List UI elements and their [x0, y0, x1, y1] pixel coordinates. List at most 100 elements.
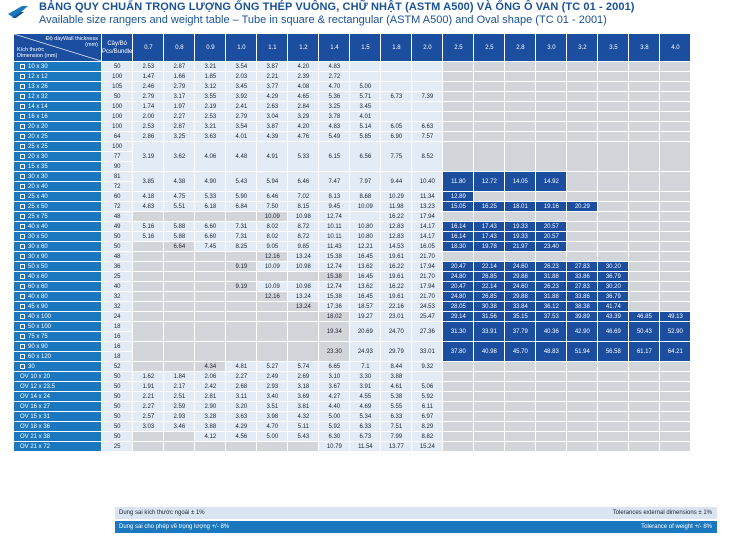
table-row: 13 x 26 105 2.46 2.79 3.12 3.45 3.77 4.08 4.70 5.…	[13, 81, 692, 92]
weight-cell: 3.45	[225, 81, 258, 92]
size-cell: 40 x 100	[13, 311, 102, 322]
table-row: 25 x 50 72 4.83 5.51 6.18 6.84 7.50 8.15 9.45 10.…	[13, 201, 692, 212]
weight-cell: 1.62	[132, 371, 165, 382]
weight-cell: 3.77	[256, 81, 289, 92]
size-cell: 90 x 90	[13, 341, 102, 352]
weight-cell: 5.00	[256, 431, 289, 442]
weight-cell: 33.91	[473, 321, 506, 342]
weight-cell	[442, 401, 475, 412]
weight-cell: 3.03	[132, 421, 165, 432]
weight-cell: 3.91	[349, 381, 382, 392]
weight-cell	[566, 401, 599, 412]
weight-cell: 6.60	[194, 221, 227, 232]
weight-cell	[163, 321, 196, 342]
size-cell: OV 16 x 27	[13, 401, 102, 412]
pcs-cell: 40	[100, 281, 134, 292]
weight-cell	[566, 61, 599, 72]
weight-cell	[597, 211, 630, 222]
tolerance-dimension-bar: Dung sai kích thước ngoài ± 1% Tolerance…	[115, 507, 717, 519]
weight-cell: 38.38	[566, 301, 599, 312]
tolerance-weight-en: Tolerance of weight +/- 8%	[641, 524, 712, 530]
pcs-cell: 72	[100, 181, 134, 192]
weight-cell: 26.23	[535, 261, 568, 272]
weight-cell	[163, 361, 196, 372]
weight-cell: 4.27	[318, 391, 351, 402]
weight-cell	[504, 431, 537, 442]
weight-cell	[132, 441, 165, 452]
weight-cell: 21.70	[411, 251, 444, 262]
weight-cell: 56.58	[597, 341, 630, 362]
size-cell: 25 x 50	[13, 201, 102, 212]
size-cell: 20 x 20	[13, 121, 102, 132]
weight-cell	[442, 91, 475, 102]
size-cell: 30 x 90	[13, 251, 102, 262]
weight-cell	[473, 91, 506, 102]
weight-cell	[473, 401, 506, 412]
weight-cell	[411, 71, 444, 82]
weight-cell	[225, 311, 258, 322]
weight-cell	[163, 311, 196, 322]
weight-cell: 17.94	[411, 281, 444, 292]
weight-cell	[628, 221, 661, 232]
weight-cell	[535, 441, 568, 452]
weight-cell	[597, 371, 630, 382]
weight-cell	[566, 91, 599, 102]
weight-cell	[628, 81, 661, 92]
square-icon	[20, 83, 25, 89]
weight-cell: 4.40	[318, 401, 351, 412]
weight-cell	[442, 431, 475, 442]
weight-cell	[628, 441, 661, 452]
weight-cell: 13.24	[287, 291, 320, 302]
weight-cell	[659, 431, 692, 442]
weight-cell	[442, 371, 475, 382]
weight-cell	[659, 261, 692, 272]
thickness-header: 2.0	[411, 33, 444, 62]
table-row: OV 16 x 27 50 2.27 2.59 2.90 3.20 3.51 3.81 4.40…	[13, 401, 692, 412]
weight-cell: 46.69	[597, 321, 630, 342]
weight-cell: 19.61	[380, 271, 413, 282]
weight-cell: 2.84	[287, 101, 320, 112]
weight-cell: 6.64	[163, 241, 196, 252]
pcs-cell: 16	[100, 331, 134, 342]
size-cell: 75 x 75	[13, 331, 102, 342]
weight-cell	[659, 361, 692, 372]
weight-cell: 7.45	[194, 241, 227, 252]
weight-cell	[504, 391, 537, 402]
size-cell: 20 x 40	[13, 181, 102, 192]
square-icon	[20, 223, 25, 229]
square-icon	[20, 143, 25, 149]
size-cell: 20 x 30	[13, 151, 102, 162]
thickness-header: 0.7	[132, 33, 165, 62]
weight-cell: 8.72	[287, 221, 320, 232]
weight-cell	[349, 71, 382, 82]
weight-cell	[473, 211, 506, 222]
weight-cell	[566, 121, 599, 132]
weight-cell	[163, 251, 196, 262]
thickness-header: 4.0	[659, 33, 692, 62]
weight-cell	[628, 271, 661, 282]
weight-cell: 36.12	[535, 301, 568, 312]
weight-cell: 35.15	[504, 311, 537, 322]
weight-cell	[504, 121, 537, 132]
weight-cell	[132, 271, 165, 282]
weight-cell	[628, 111, 661, 122]
weight-cell	[659, 81, 692, 92]
weight-cell	[163, 441, 196, 452]
weight-cell: 13.62	[349, 261, 382, 272]
weight-cell	[287, 441, 320, 452]
weight-cell	[473, 111, 506, 122]
weight-cell: 2.63	[256, 101, 289, 112]
weight-cell: 10.98	[287, 261, 320, 272]
weight-cell: 39.89	[566, 311, 599, 322]
weight-cell: 3.25	[163, 131, 196, 142]
weight-cell: 21.97	[504, 241, 537, 252]
weight-cell	[597, 201, 630, 212]
table-row: 10 x 30 50 2.53 2.87 3.21 3.54 3.87 4.20 4.83	[13, 61, 692, 72]
weight-cell	[132, 361, 165, 372]
weight-cell	[628, 141, 661, 172]
weight-cell: 23.40	[535, 241, 568, 252]
square-icon	[20, 183, 25, 189]
weight-cell: 15.38	[318, 271, 351, 282]
size-cell: 14 x 14	[13, 101, 102, 112]
pcs-cell: 50	[100, 231, 134, 242]
